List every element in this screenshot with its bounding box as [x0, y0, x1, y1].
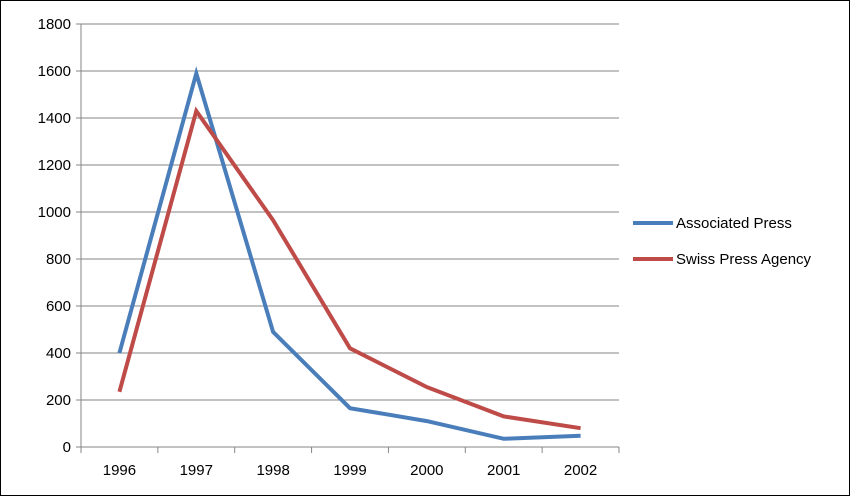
series-line-swiss-press-agency: [117, 106, 581, 431]
y-tick-label: 1800: [38, 16, 71, 33]
series-line-associated-press: [117, 66, 581, 441]
y-tick-label: 800: [46, 251, 71, 268]
y-tick-labels: 0 200 400 600 800 1000 1200 1400 1600 1800: [38, 16, 71, 456]
legend-item: Associated Press: [633, 215, 792, 232]
x-tick-label: 1998: [256, 462, 289, 479]
y-tick-label: 400: [46, 345, 71, 362]
y-tick-label: 600: [46, 298, 71, 315]
x-tick-labels: 1996 1997 1998 1999 2000 2001 2002: [103, 462, 598, 479]
y-tick-label: 1400: [38, 110, 71, 127]
x-tick-label: 2000: [410, 462, 443, 479]
legend-label: Associated Press: [676, 215, 792, 232]
x-tick-label: 1996: [103, 462, 136, 479]
legend: Associated Press Swiss Press Agency: [633, 215, 812, 268]
y-tick-label: 1000: [38, 204, 71, 221]
y-tick-label: 1200: [38, 157, 71, 174]
y-tick-label: 0: [63, 439, 71, 456]
legend-label: Swiss Press Agency: [676, 251, 812, 268]
series-lines: [117, 66, 581, 441]
y-tick-label: 1600: [38, 63, 71, 80]
x-tick-label: 2002: [564, 462, 597, 479]
y-tick-label: 200: [46, 392, 71, 409]
gridlines: [81, 23, 619, 401]
axes: [76, 23, 620, 453]
x-tick-label: 1997: [180, 462, 213, 479]
x-tick-label: 1999: [333, 462, 366, 479]
legend-item: Swiss Press Agency: [633, 251, 812, 268]
x-tick-label: 2001: [487, 462, 520, 479]
